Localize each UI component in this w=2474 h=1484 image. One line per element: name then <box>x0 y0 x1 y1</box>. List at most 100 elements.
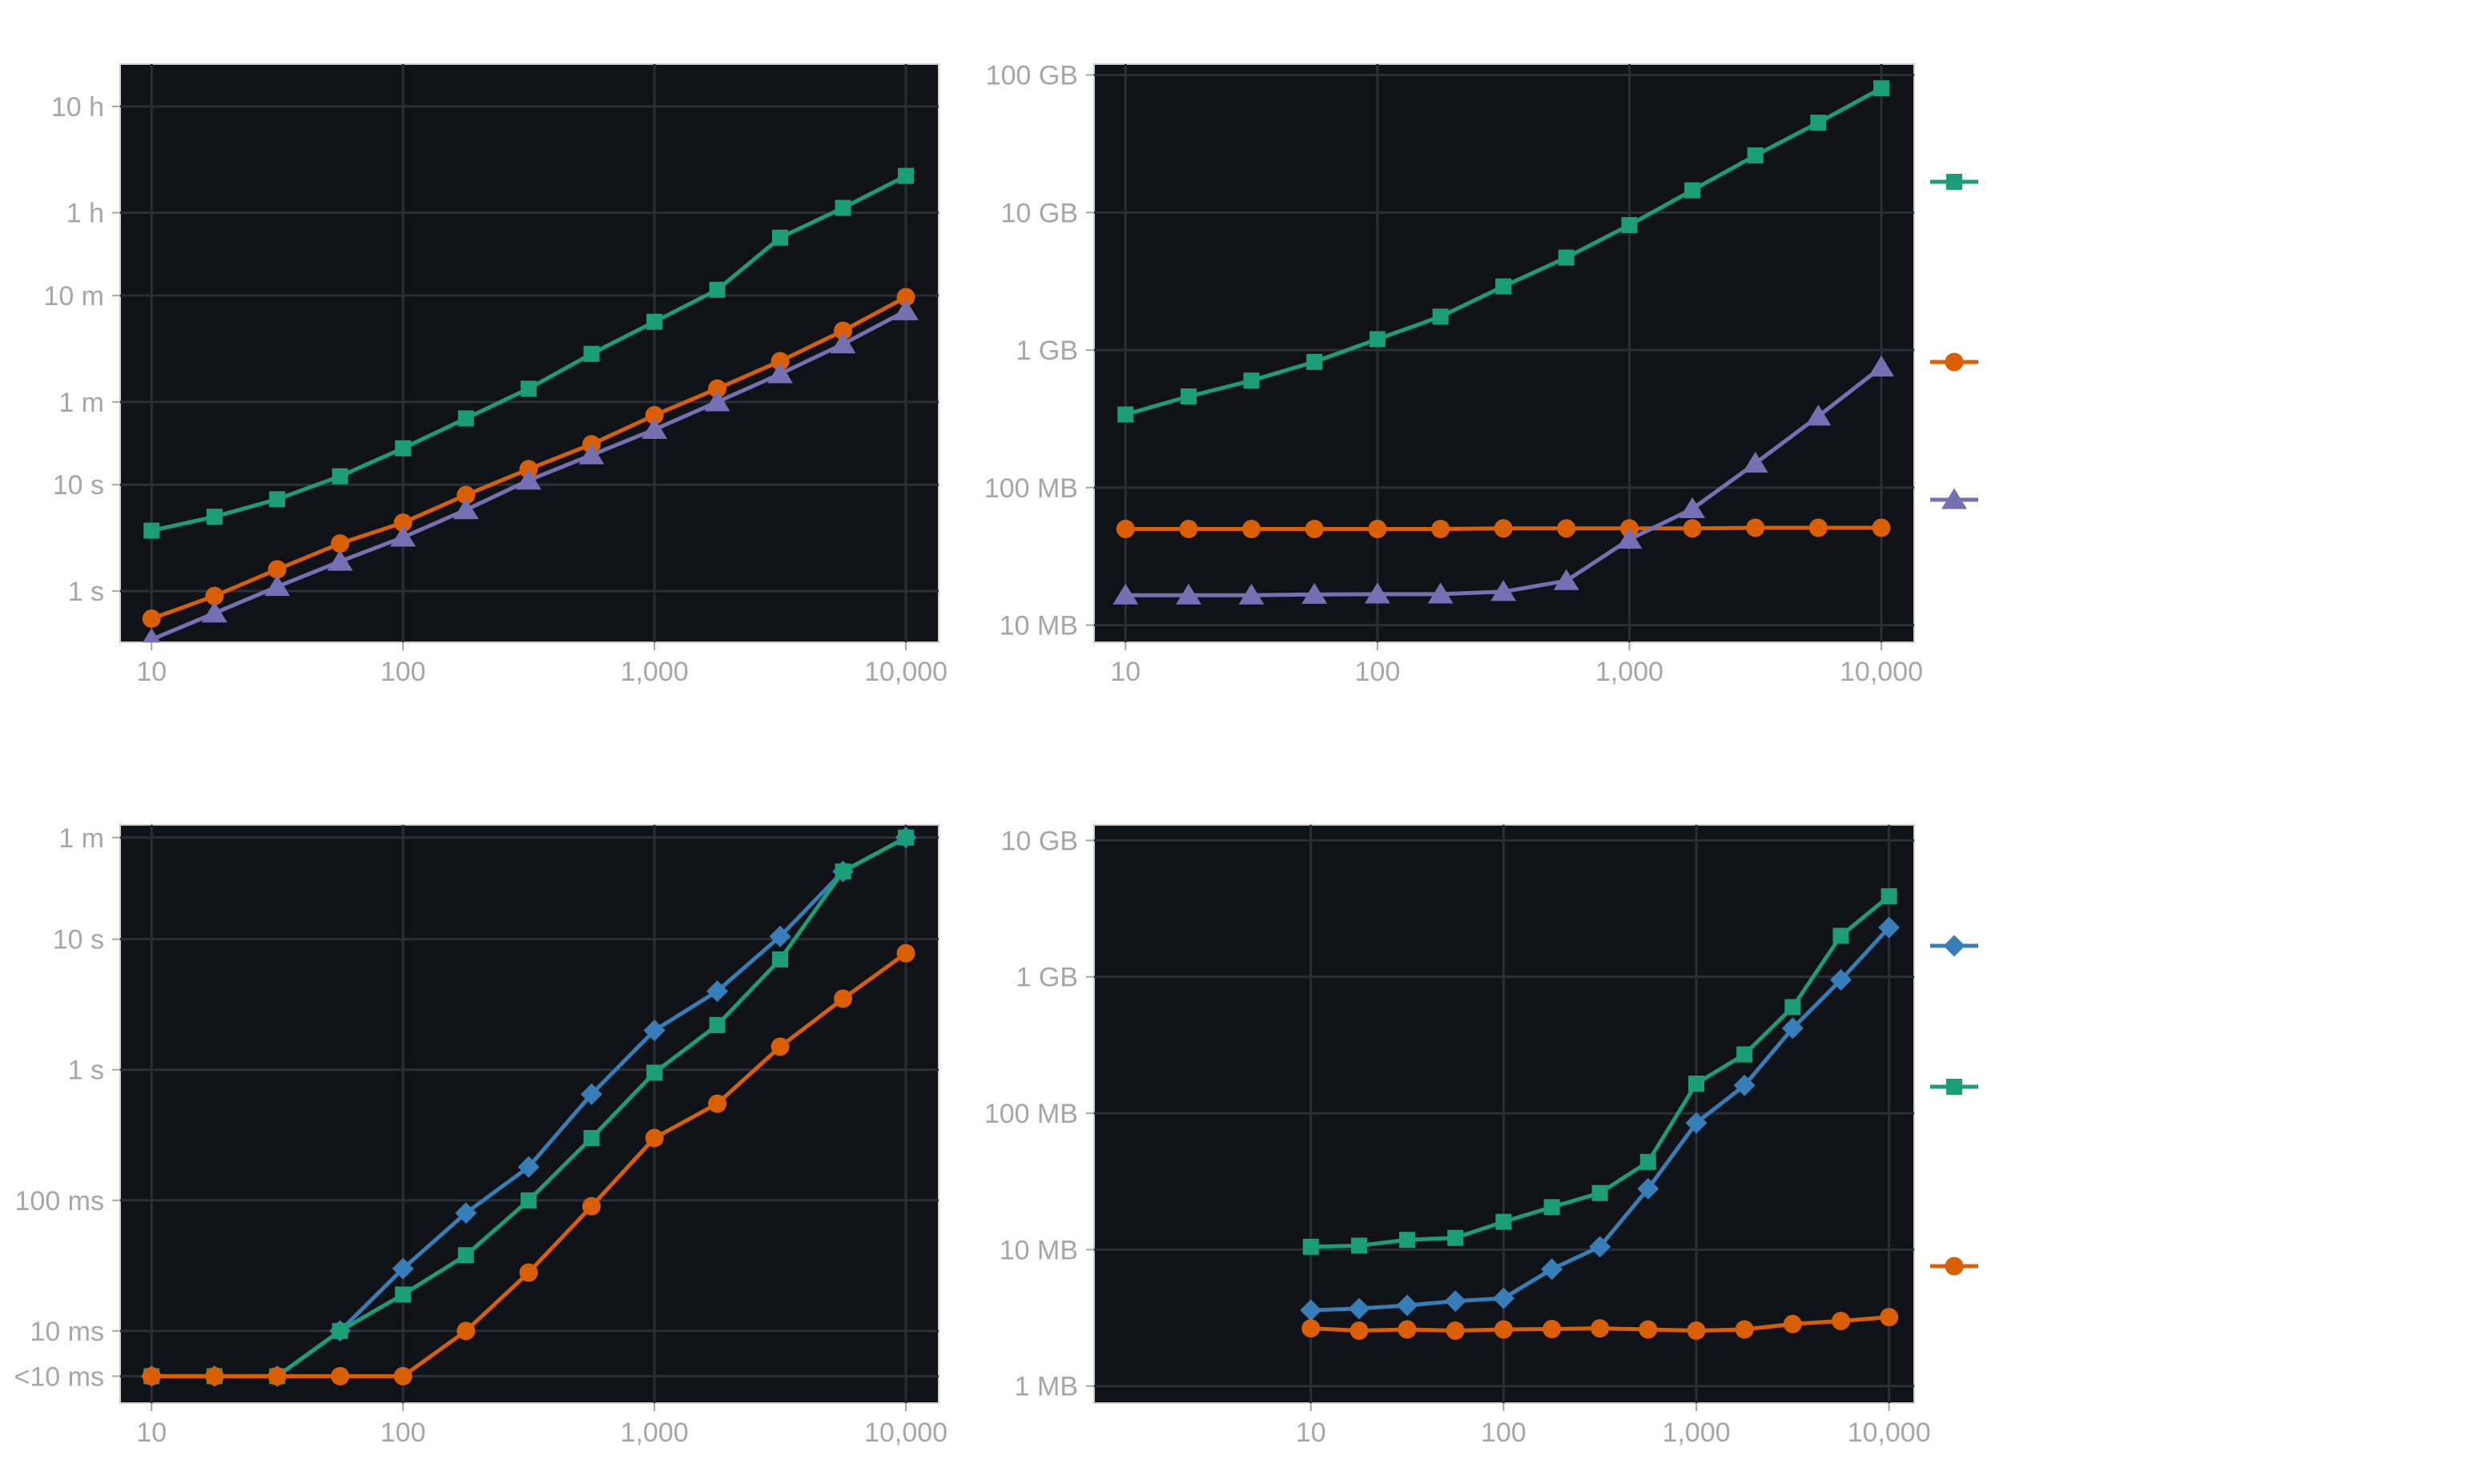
series-3-point <box>896 943 915 963</box>
series-3-point <box>1364 582 1390 604</box>
x-tick-label: 100 <box>1355 657 1401 687</box>
series-3-point <box>1350 1321 1369 1340</box>
series-3-point <box>390 525 416 547</box>
y-tick-label: 10 m <box>43 281 104 312</box>
series-2-point <box>393 513 412 533</box>
x-tick-label: 10,000 <box>864 1418 947 1448</box>
series-3-point <box>767 362 794 384</box>
series-3-point <box>1616 528 1643 549</box>
y-tick-label: <10 ms <box>14 1361 104 1392</box>
series-1-point <box>581 1083 603 1105</box>
legend-key-marker <box>1945 1257 1964 1276</box>
x-tick-label: 10,000 <box>1840 657 1923 687</box>
series-3-point <box>1831 1311 1850 1330</box>
series-3-point <box>578 443 605 465</box>
legend-2 <box>1930 935 1978 1276</box>
series-2-point <box>646 1064 663 1081</box>
series-1-point <box>1684 182 1701 199</box>
series-3-point <box>205 1366 224 1385</box>
y-tick-label: 1 h <box>66 199 104 229</box>
series-3-point <box>1238 583 1265 605</box>
series-1-point <box>269 491 286 508</box>
y-tick-label: 1 MB <box>1015 1372 1078 1402</box>
series-1-point <box>392 1257 414 1280</box>
y-tick-label: 10 h <box>51 92 104 123</box>
series-2-point <box>834 321 853 340</box>
x-tick-label: 1,000 <box>621 657 689 687</box>
y-tick-label: 10 s <box>53 470 104 501</box>
y-tick-label: 1 GB <box>1016 336 1078 366</box>
series-3-point <box>1301 1319 1321 1338</box>
series-2-point <box>1543 1199 1560 1216</box>
legend-entry <box>1930 174 1978 190</box>
series-3-point <box>1543 1319 1562 1338</box>
series-3-point <box>268 1366 287 1385</box>
x-tick-label: 1,000 <box>1595 657 1663 687</box>
series-2-point <box>1495 1213 1512 1230</box>
series-3-point <box>770 1037 790 1056</box>
series-2-point <box>645 405 664 424</box>
y-tick-label: 1 GB <box>1016 963 1078 993</box>
series-1-point <box>1589 1236 1611 1258</box>
series-1-point <box>1348 1297 1370 1320</box>
legend-key-marker <box>1946 1079 1962 1095</box>
x-tick-label: 10 <box>1296 1418 1326 1448</box>
series-2-point <box>1832 927 1849 944</box>
series-3-point <box>1553 569 1579 590</box>
series-3-point <box>1446 1321 1465 1340</box>
series-3-point <box>1680 497 1706 519</box>
series-1-point <box>1369 331 1386 348</box>
series-2-point <box>1241 520 1261 539</box>
series-2-point <box>709 1016 726 1033</box>
series-1-point <box>1810 115 1827 131</box>
series-3-point <box>642 417 668 439</box>
series-3-point <box>142 1366 161 1385</box>
legend-key-marker <box>1946 174 1962 190</box>
series-2-point <box>1431 520 1450 539</box>
series-3-point <box>834 989 853 1008</box>
series-2-point <box>1591 1184 1608 1201</box>
legend-entry <box>1930 352 1978 372</box>
series-2-point <box>268 560 287 579</box>
series-2-point <box>1746 518 1765 537</box>
series-2-point <box>708 379 727 398</box>
series-1-point <box>1396 1294 1418 1317</box>
series-2-point <box>1784 999 1801 1015</box>
plot-area <box>1093 63 1915 643</box>
chart-panel-3: 10 100 1,000 10,000 <10 ms 10 ms 100 ms 1 s 10 s… <box>14 823 948 1448</box>
series-1-point <box>517 1156 540 1178</box>
y-tick-label: 1 s <box>68 577 104 607</box>
series-1-point <box>395 440 412 456</box>
legend-entry <box>1930 488 1978 509</box>
series-3-point <box>893 299 919 320</box>
series-2-point <box>1808 518 1828 537</box>
series-1-point <box>1181 388 1197 404</box>
series-1-point <box>1300 1299 1322 1321</box>
series-3-point <box>1735 1320 1754 1339</box>
y-tick-label: 1 m <box>58 388 104 418</box>
series-1-point <box>898 167 915 184</box>
series-3-point <box>1591 1319 1610 1338</box>
series-1-point <box>583 345 600 362</box>
series-3-point <box>453 498 479 520</box>
series-1-point <box>332 468 348 485</box>
series-1-point <box>772 229 789 246</box>
series-1-point <box>1117 406 1134 423</box>
series-1-point <box>1444 1290 1466 1313</box>
series-2-point <box>1179 520 1198 539</box>
series-2-point <box>395 1286 412 1303</box>
series-2-point <box>331 534 350 553</box>
series-2-point <box>1116 520 1135 539</box>
series-2-point <box>1683 519 1702 538</box>
y-tick-label: 10 MB <box>1000 1235 1078 1265</box>
series-2-point <box>142 609 161 629</box>
y-tick-label: 10 GB <box>1001 198 1078 228</box>
series-2-point <box>583 1130 600 1147</box>
chart-panel-4: 10 100 1,000 10,000 1 MB 10 MB 100 MB 1 GB 10 GB <box>984 824 1931 1448</box>
series-2-point <box>1639 1153 1656 1170</box>
y-tick-label: 100 MB <box>984 473 1078 504</box>
series-2-point <box>1305 520 1324 539</box>
series-3-point <box>708 1094 727 1113</box>
